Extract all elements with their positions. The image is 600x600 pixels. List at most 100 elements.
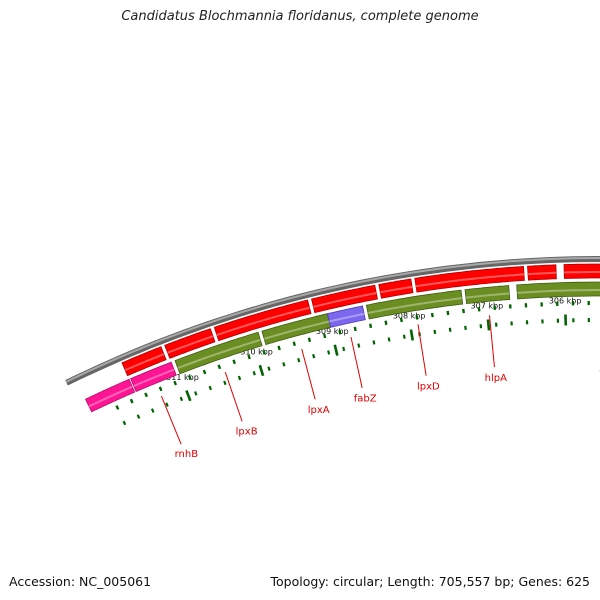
leader-hlpA bbox=[489, 315, 495, 368]
reverse-gene-extra-left-shape[interactable] bbox=[84, 378, 136, 413]
tick-minor bbox=[252, 370, 256, 376]
tick-inner bbox=[307, 337, 311, 342]
gene-lpxB-shape[interactable] bbox=[174, 331, 263, 375]
forward-gene-0-shine bbox=[124, 353, 165, 372]
forward-gene-5-shape[interactable] bbox=[414, 265, 525, 293]
tick-minor bbox=[312, 354, 316, 359]
tick-major bbox=[185, 390, 192, 402]
scale-label: 309 kbp bbox=[316, 327, 349, 336]
gene-hlpA[interactable] bbox=[464, 285, 511, 305]
gene-lpxD-shine bbox=[367, 297, 463, 314]
tick-inner bbox=[129, 398, 134, 404]
tick-inner bbox=[262, 350, 266, 355]
gene-rnhB-shape[interactable] bbox=[130, 361, 177, 393]
forward-gene-5[interactable] bbox=[414, 265, 525, 293]
gene-lpxD[interactable] bbox=[365, 289, 464, 320]
tick-minor bbox=[433, 329, 437, 335]
forward-gene-4[interactable] bbox=[378, 278, 414, 299]
gene-label-lpxA[interactable]: lpxA bbox=[308, 405, 330, 416]
reverse-gene-extra-left[interactable] bbox=[84, 378, 136, 413]
accession-text: Accession: NC_005061 bbox=[9, 574, 152, 589]
tick-inner bbox=[338, 330, 342, 335]
tick-inner bbox=[353, 326, 357, 332]
gene-label-lpxD[interactable]: lpxD bbox=[417, 382, 440, 393]
gene-lpxD-shape[interactable] bbox=[365, 289, 464, 320]
forward-gene-1-shine bbox=[167, 335, 214, 354]
tick-minor bbox=[372, 340, 376, 345]
leader-lpxA bbox=[301, 348, 316, 400]
tick-inner bbox=[399, 317, 403, 323]
forward-gene-3[interactable] bbox=[311, 284, 378, 314]
tick-inner bbox=[446, 310, 450, 316]
tick-minor bbox=[448, 327, 452, 332]
gene-yaeT[interactable] bbox=[516, 281, 600, 301]
tick-major bbox=[409, 329, 415, 341]
scale-label: 311 kbp bbox=[166, 373, 199, 382]
tick-minor bbox=[282, 362, 286, 367]
tick-major bbox=[258, 364, 265, 377]
page-title: Candidatus Blochmannia floridanus, compl… bbox=[121, 9, 479, 24]
forward-gene-0-shape[interactable] bbox=[121, 346, 167, 377]
forward-gene-3-shape[interactable] bbox=[311, 284, 378, 314]
gene-lpxB-shine bbox=[177, 338, 261, 370]
forward-gene-4-shine bbox=[380, 285, 413, 294]
forward-gene-1-shape[interactable] bbox=[164, 328, 216, 359]
gene-label-rnhB[interactable]: rnhB bbox=[175, 449, 199, 460]
forward-gene-6-shine bbox=[527, 271, 557, 276]
tick-minor bbox=[342, 346, 346, 352]
forward-strand-track bbox=[121, 263, 600, 377]
scale-label: 306 kbp bbox=[549, 297, 582, 306]
leader-lpxD bbox=[417, 324, 427, 376]
tick-minor bbox=[327, 350, 331, 355]
tick-inner bbox=[431, 312, 434, 318]
genome-backbone bbox=[65, 256, 600, 386]
tick-minor bbox=[194, 391, 198, 396]
tick-inner bbox=[188, 375, 192, 380]
forward-gene-2-shape[interactable] bbox=[213, 299, 312, 342]
gene-hlpA-shape[interactable] bbox=[464, 285, 511, 305]
backbone-highlight bbox=[65, 257, 600, 383]
forward-gene-2[interactable] bbox=[213, 299, 312, 342]
forward-gene-2-shine bbox=[216, 306, 310, 336]
gene-fabZ-shape[interactable] bbox=[326, 305, 366, 328]
tick-inner bbox=[217, 364, 222, 370]
tick-minor bbox=[179, 396, 184, 402]
forward-gene-0[interactable] bbox=[121, 346, 167, 377]
tick-minor bbox=[150, 408, 155, 413]
tick-minor bbox=[223, 380, 227, 386]
forward-gene-1[interactable] bbox=[164, 328, 216, 359]
gene-label-hlpA[interactable]: hlpA bbox=[485, 373, 507, 384]
gene-label-lpxB[interactable]: lpxB bbox=[236, 427, 258, 438]
gene-fabZ-shine bbox=[329, 312, 365, 323]
tick-inner bbox=[115, 405, 120, 410]
gene-rnhB-shine bbox=[133, 368, 175, 387]
gene-hlpA-shine bbox=[465, 292, 510, 299]
gene-fabZ[interactable] bbox=[326, 305, 366, 328]
gene-yaeT-shape[interactable] bbox=[516, 281, 600, 301]
reverse-strand-track bbox=[84, 281, 600, 413]
gene-rnhB[interactable] bbox=[130, 361, 177, 393]
tick-inner bbox=[173, 380, 177, 386]
forward-gene-7-shine bbox=[564, 271, 600, 274]
tick-minor bbox=[165, 402, 169, 407]
gene-label-fabZ[interactable]: fabZ bbox=[354, 394, 377, 405]
tick-major bbox=[486, 319, 491, 331]
tick-inner bbox=[144, 392, 148, 398]
leader-fabZ bbox=[350, 336, 363, 388]
forward-gene-6-shape[interactable] bbox=[527, 264, 557, 281]
tick-inner bbox=[277, 345, 281, 351]
reverse-gene-extra-left-shine bbox=[88, 385, 133, 408]
gene-yaeT-shine bbox=[517, 289, 600, 294]
forward-gene-6[interactable] bbox=[527, 264, 557, 281]
gene-lpxA-shine bbox=[263, 320, 330, 340]
forward-gene-7[interactable] bbox=[563, 263, 600, 290]
tick-minor bbox=[357, 343, 361, 348]
forward-gene-4-shape[interactable] bbox=[378, 278, 414, 299]
tick-inner bbox=[415, 315, 419, 320]
tick-minor bbox=[122, 420, 127, 426]
tick-inner bbox=[232, 359, 236, 365]
forward-gene-7-shape[interactable] bbox=[563, 263, 600, 290]
gene-lpxB[interactable] bbox=[174, 331, 263, 375]
forward-gene-5-shine bbox=[415, 273, 525, 288]
